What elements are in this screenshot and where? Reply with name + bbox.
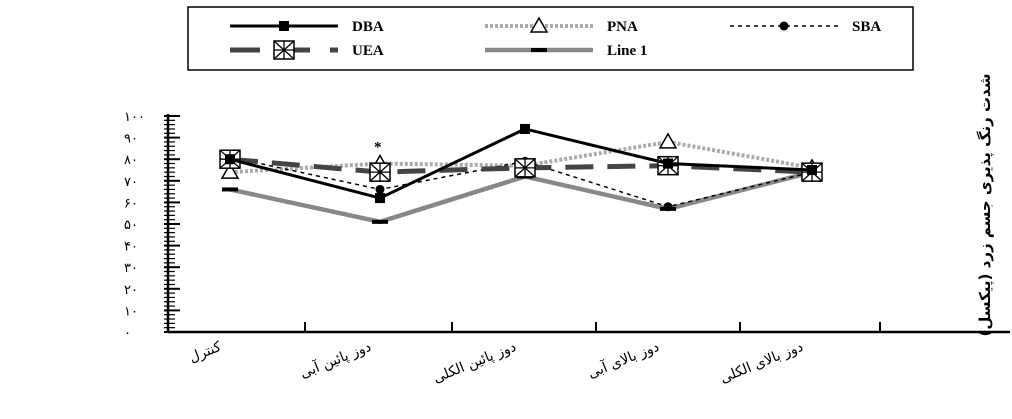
legend-box — [187, 6, 914, 71]
data-point — [520, 123, 530, 134]
series-dba — [225, 123, 817, 204]
legend-marker — [531, 48, 547, 52]
data-point — [807, 165, 817, 175]
x-tick-label: دوز پائین آبی — [298, 338, 374, 382]
legend-label: SBA — [852, 19, 881, 35]
y-tick-label: ۷۰ — [124, 175, 138, 190]
data-point — [225, 154, 235, 165]
y-tick-label: ۱۰ — [124, 304, 138, 319]
y-tick-label: ۹۰ — [124, 132, 138, 147]
x-tick-label: دوز پائین الکلی — [431, 339, 518, 387]
y-tick-label: ۴۰ — [124, 240, 138, 255]
axes: ۰ ۱۰ ۲۰ ۳۰ ۴۰ ۵۰ ۶۰ ۷۰ ۸۰ ۹۰ ۱۰۰ کنترل دوز پائین آبی… — [124, 110, 1010, 387]
x-tick-label: کنترل — [187, 339, 224, 366]
data-point — [220, 162, 240, 179]
legend-label: DBA — [352, 19, 384, 35]
data-point — [663, 202, 673, 212]
legend-marker — [529, 16, 549, 33]
legend-entry-line-1: Line 1 — [485, 43, 647, 59]
data-point — [663, 158, 673, 169]
data-point — [369, 162, 391, 182]
legend-entry-uea: UEA — [230, 40, 384, 60]
x-tick-label: دوز بالای آبی — [585, 338, 661, 382]
legend-entry-pna: PNA — [485, 16, 638, 35]
data-point — [372, 219, 388, 224]
series-line-1 — [222, 169, 820, 225]
series-layer — [219, 123, 823, 225]
data-point — [222, 187, 238, 192]
legend-label: Line 1 — [607, 43, 647, 59]
y-tick-label: ۶۰ — [124, 196, 138, 211]
data-point — [375, 193, 385, 204]
y-tick-label: ۵۰ — [124, 218, 138, 233]
legend-label: PNA — [607, 19, 638, 35]
legend-marker — [779, 21, 789, 31]
y-tick-label: ۳۰ — [124, 261, 138, 276]
y-tick-label: ۲۰ — [124, 283, 138, 298]
legend-entry-dba: DBA — [230, 19, 384, 35]
y-tick-label: ۰ — [124, 326, 131, 341]
y-axis-label: شدت رنگ پذیری جسم زرد (پیکسل) — [976, 74, 995, 337]
legend-marker — [273, 40, 295, 60]
y-tick-label: ۸۰ — [124, 153, 138, 168]
legend-marker — [279, 21, 289, 31]
y-tick-label: ۱۰۰ — [124, 110, 145, 125]
data-point — [658, 132, 678, 149]
legend: DBA PNA SBA UEA Line 1 — [230, 16, 881, 60]
legend-label: UEA — [352, 43, 384, 59]
significance-asterisk: * — [374, 140, 382, 156]
data-point — [514, 158, 536, 178]
x-tick-label: دوز بالای الکلی — [718, 339, 806, 387]
data-point — [375, 184, 385, 194]
legend-entry-sba: SBA — [730, 19, 881, 35]
series-line — [229, 169, 813, 225]
